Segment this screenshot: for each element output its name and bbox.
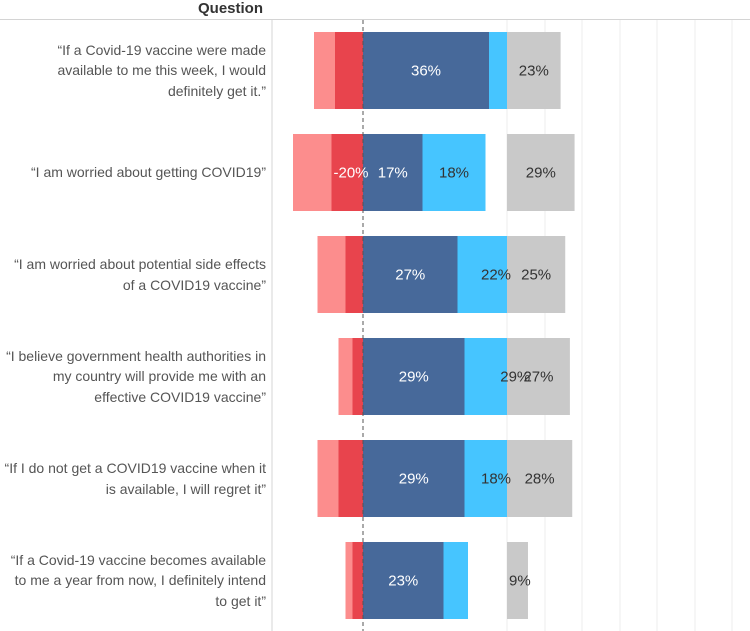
bar-segment-negative xyxy=(338,338,353,415)
question-label: “I believe government health authorities… xyxy=(6,347,266,405)
grid-lines xyxy=(506,20,733,631)
bar-segment-negative xyxy=(338,440,363,517)
bar-segment-negative xyxy=(293,134,332,211)
bar-segment-negative xyxy=(314,32,335,109)
bar-value-label: 9% xyxy=(509,573,531,590)
bar-segment-negative xyxy=(352,338,363,415)
bar-segment-negative xyxy=(317,440,339,517)
bar-value-label: 27% xyxy=(523,369,553,386)
question-label: “If a Covid-19 vaccine were made availab… xyxy=(57,41,266,99)
bar-value-label: 29% xyxy=(526,165,556,182)
bar-segment-neutral xyxy=(507,236,566,313)
bar-value-label: 17% xyxy=(378,165,408,182)
question-label: “If a Covid-19 vaccine becomes available… xyxy=(10,551,266,609)
question-label: “If I do not get a COVID19 vaccine when … xyxy=(4,460,266,497)
bar-value-label: -20% xyxy=(334,165,369,182)
question-label: “I am worried about potential side effec… xyxy=(14,256,266,293)
bar-value-label: 29% xyxy=(399,471,429,488)
bar-segment-positive xyxy=(422,134,486,211)
bar-value-label: 27% xyxy=(395,267,425,284)
column-title: Question xyxy=(198,0,264,17)
bar-segment-positive xyxy=(363,32,489,109)
bar-segment-negative xyxy=(352,542,363,619)
bar-value-label: 28% xyxy=(525,471,555,488)
bar-segment-neutral xyxy=(507,440,573,517)
bar-segment-positive xyxy=(363,542,444,619)
bar-value-label: 22% xyxy=(481,267,511,284)
bar-segment-positive xyxy=(363,338,465,415)
question-labels: “If a Covid-19 vaccine were made availab… xyxy=(0,20,272,631)
question-label: “I am worried about getting COVID19” xyxy=(31,164,266,180)
bar-segment-negative xyxy=(335,32,363,109)
bars xyxy=(293,32,575,619)
bar-segment-positive xyxy=(363,134,423,211)
bar-segment-neutral xyxy=(507,338,570,415)
bar-segment-negative xyxy=(345,542,353,619)
bar-value-label: 23% xyxy=(388,573,418,590)
bar-segment-negative xyxy=(317,236,346,313)
bar-segment-positive xyxy=(363,440,465,517)
bar-segment-positive xyxy=(363,236,458,313)
bar-segment-neutral xyxy=(507,134,575,211)
bar-segment-neutral xyxy=(507,32,561,109)
bar-value-label: 23% xyxy=(519,63,549,80)
chart-header: Question xyxy=(0,0,750,20)
bar-segment-negative xyxy=(345,236,363,313)
bar-segment-negative xyxy=(331,134,363,211)
bar-value-label: 29% xyxy=(399,369,429,386)
bar-labels: 36% 23%-20% 17% 18% 29%27% 22% 25%29% 29%27%29%… xyxy=(334,63,556,590)
bar-value-label: 36% xyxy=(411,63,441,80)
bar-value-label: 18% xyxy=(481,471,511,488)
bar-segment-positive xyxy=(443,542,468,619)
bar-value-label: 18% xyxy=(439,165,469,182)
bar-segment-neutral xyxy=(507,542,528,619)
bar-value-label: 29% xyxy=(500,369,530,386)
bar-value-label: 25% xyxy=(521,267,551,284)
